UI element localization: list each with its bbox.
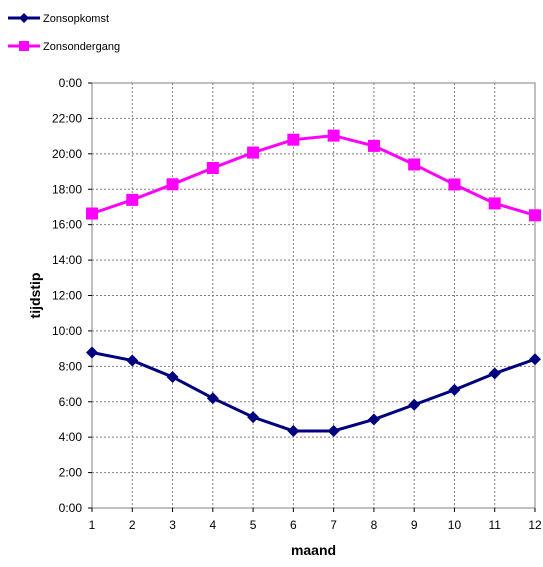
- data-point: [126, 354, 139, 367]
- y-tick-label: 2:00: [59, 466, 83, 480]
- x-tick-label: 10: [448, 518, 462, 532]
- y-tick-label: 16:00: [52, 218, 82, 232]
- gridlines: [91, 82, 536, 509]
- data-point: [166, 370, 179, 383]
- x-tick-label: 6: [290, 518, 297, 532]
- data-point: [488, 197, 501, 210]
- data-point: [448, 178, 461, 191]
- data-point: [287, 133, 300, 146]
- data-point: [408, 158, 421, 171]
- x-axis-title: maand: [291, 542, 336, 558]
- x-tick-label: 11: [488, 518, 501, 532]
- series-line: [91, 351, 536, 433]
- x-tick-label: 8: [371, 518, 378, 532]
- data-point: [206, 392, 219, 405]
- legend-label: Zonsondergang: [43, 41, 120, 53]
- data-point: [327, 424, 340, 437]
- data-point: [247, 411, 260, 424]
- x-tick-label: 9: [411, 518, 418, 532]
- series-zonsondergang: [86, 129, 541, 222]
- series-layer: [86, 129, 541, 437]
- data-point: [448, 383, 461, 396]
- y-tick-label: 4:00: [59, 430, 83, 444]
- x-axis-ticks: 1 2 3 4 5 6 7 8 9 10 11 12: [89, 508, 542, 532]
- x-tick-label: 4: [209, 518, 216, 532]
- y-tick-label: 18:00: [52, 182, 82, 196]
- data-point: [367, 139, 380, 152]
- series-zonsopkomst: [86, 346, 541, 437]
- legend-item: Zonsopkomst: [8, 13, 109, 25]
- data-point: [327, 129, 340, 142]
- series-line: [91, 134, 536, 217]
- y-tick-label: 12:00: [52, 289, 82, 303]
- legend: Zonsopkomst Zonsondergang: [8, 13, 120, 53]
- data-point: [529, 209, 541, 222]
- data-point: [126, 193, 139, 206]
- x-tick-label: 7: [330, 518, 337, 532]
- x-tick-label: 3: [169, 518, 176, 532]
- x-tick-label: 12: [528, 518, 542, 532]
- data-point: [488, 367, 501, 380]
- legend-marker: [19, 41, 29, 51]
- x-tick-label: 2: [129, 518, 136, 532]
- data-point: [166, 178, 179, 191]
- x-tick-label: 5: [250, 518, 257, 532]
- y-axis-title: tijdstip: [27, 273, 43, 319]
- data-point: [287, 424, 300, 437]
- y-tick-label: 6:00: [59, 395, 83, 409]
- y-tick-label: 0:00: [59, 501, 83, 515]
- y-axis-ticks: 0:00 2:00 4:00 6:00 8:00 10:00 12:00 14:00 16:00…: [52, 76, 92, 515]
- data-point: [367, 413, 380, 426]
- y-tick-label: 0:00: [59, 76, 83, 90]
- data-point: [206, 162, 219, 174]
- data-point: [86, 207, 98, 220]
- data-point: [247, 146, 260, 159]
- y-tick-label: 10:00: [52, 324, 82, 338]
- y-tick-label: 20:00: [52, 147, 82, 161]
- legend-item: Zonsondergang: [8, 41, 120, 53]
- data-point: [408, 398, 421, 411]
- legend-marker: [19, 13, 29, 23]
- data-point: [529, 353, 541, 366]
- y-tick-label: 14:00: [52, 253, 82, 267]
- legend-label: Zonsopkomst: [43, 13, 109, 25]
- y-tick-label: 8:00: [59, 359, 83, 373]
- x-tick-label: 1: [89, 518, 96, 532]
- data-point: [86, 346, 98, 359]
- y-tick-label: 22:00: [52, 111, 82, 125]
